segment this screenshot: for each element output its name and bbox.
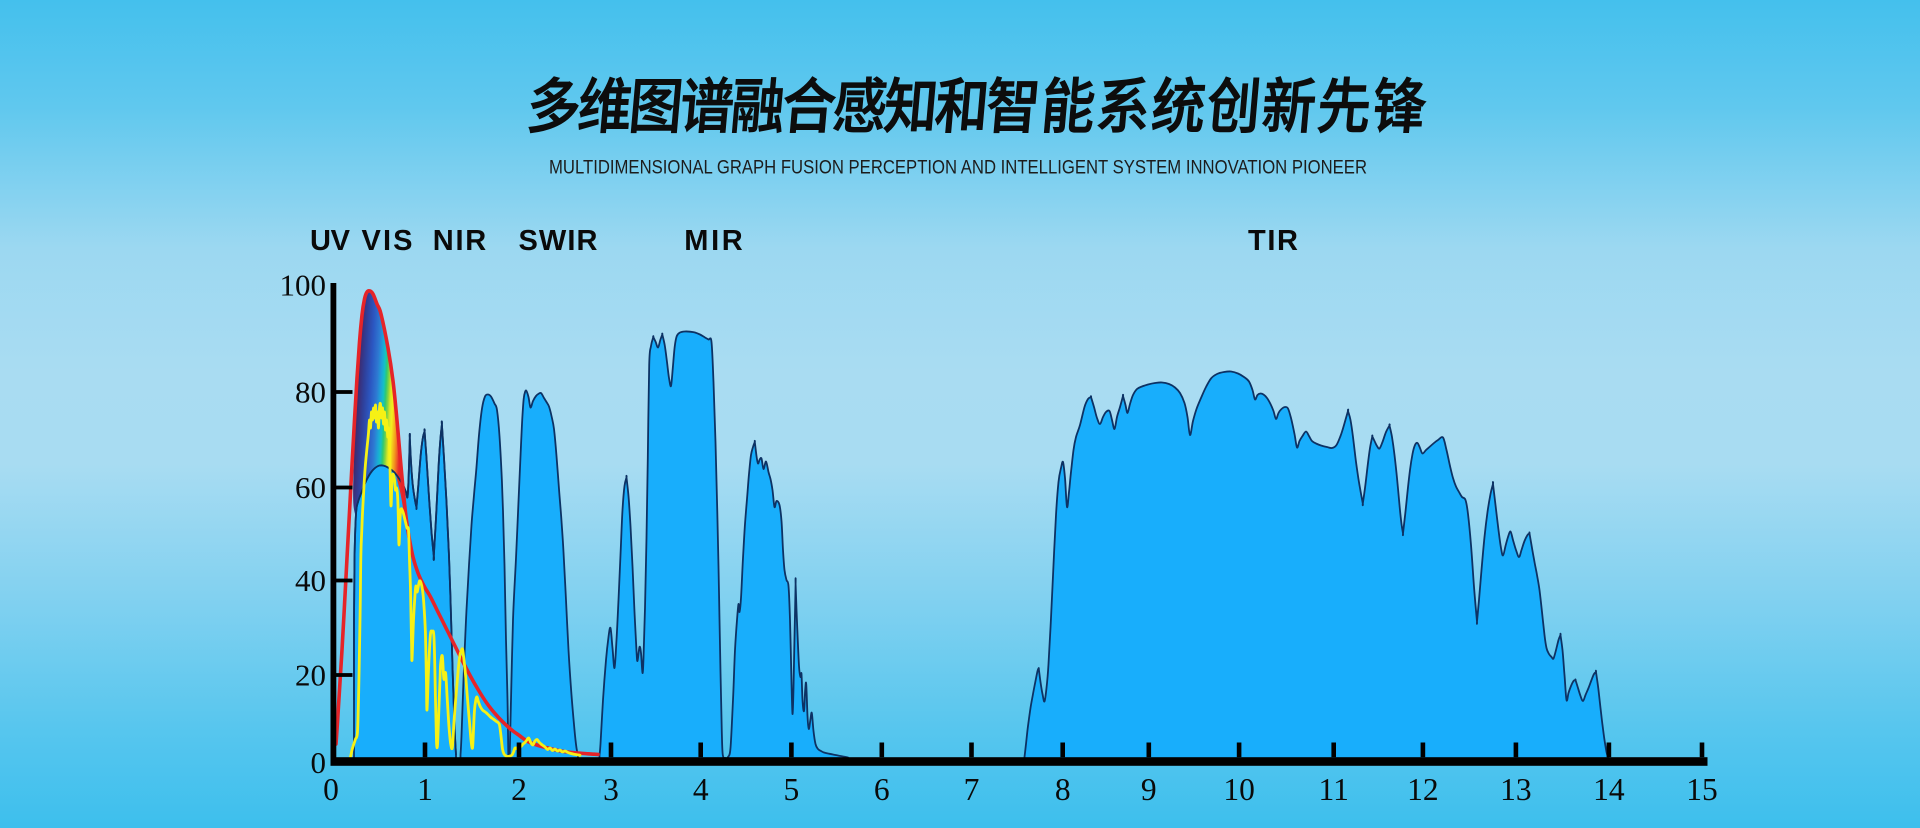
svg-text:MULTIDIMENSIONAL GRAPH FUSION: MULTIDIMENSIONAL GRAPH FUSION PERCEPTION… <box>549 158 1367 179</box>
svg-text:TIR: TIR <box>1248 225 1298 257</box>
svg-text:1: 1 <box>417 772 433 807</box>
svg-text:SWIR: SWIR <box>519 225 598 257</box>
svg-text:8: 8 <box>1055 772 1071 807</box>
svg-text:12: 12 <box>1407 772 1439 807</box>
svg-text:9: 9 <box>1141 772 1157 807</box>
svg-text:4: 4 <box>693 772 709 807</box>
svg-text:0: 0 <box>311 745 327 780</box>
svg-text:3: 3 <box>603 772 619 807</box>
svg-text:20: 20 <box>295 658 326 693</box>
svg-text:80: 80 <box>295 375 326 410</box>
svg-text:10: 10 <box>1223 772 1255 807</box>
svg-text:7: 7 <box>964 772 980 807</box>
svg-text:100: 100 <box>280 268 327 303</box>
svg-text:40: 40 <box>295 563 326 598</box>
svg-text:VIS: VIS <box>362 225 413 257</box>
svg-text:15: 15 <box>1686 772 1718 807</box>
svg-text:6: 6 <box>874 772 890 807</box>
svg-text:MIR: MIR <box>684 225 743 257</box>
svg-text:60: 60 <box>295 470 326 505</box>
svg-text:0: 0 <box>323 772 339 807</box>
svg-text:NIR: NIR <box>433 225 487 257</box>
svg-text:2: 2 <box>511 772 527 807</box>
svg-text:14: 14 <box>1593 772 1625 807</box>
svg-text:11: 11 <box>1319 772 1349 807</box>
svg-text:UV: UV <box>310 225 351 257</box>
svg-text:13: 13 <box>1500 772 1532 807</box>
svg-text:5: 5 <box>784 772 800 807</box>
